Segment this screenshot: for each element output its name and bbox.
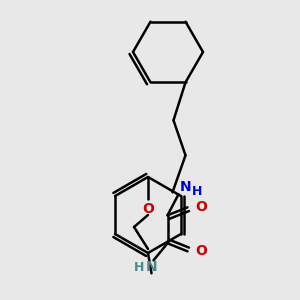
Text: N: N [180, 180, 191, 194]
Text: O: O [196, 200, 207, 214]
Text: H: H [192, 185, 203, 198]
Text: O: O [196, 244, 207, 258]
Text: O: O [142, 202, 154, 216]
Text: H: H [134, 261, 145, 274]
Text: N: N [146, 260, 157, 274]
